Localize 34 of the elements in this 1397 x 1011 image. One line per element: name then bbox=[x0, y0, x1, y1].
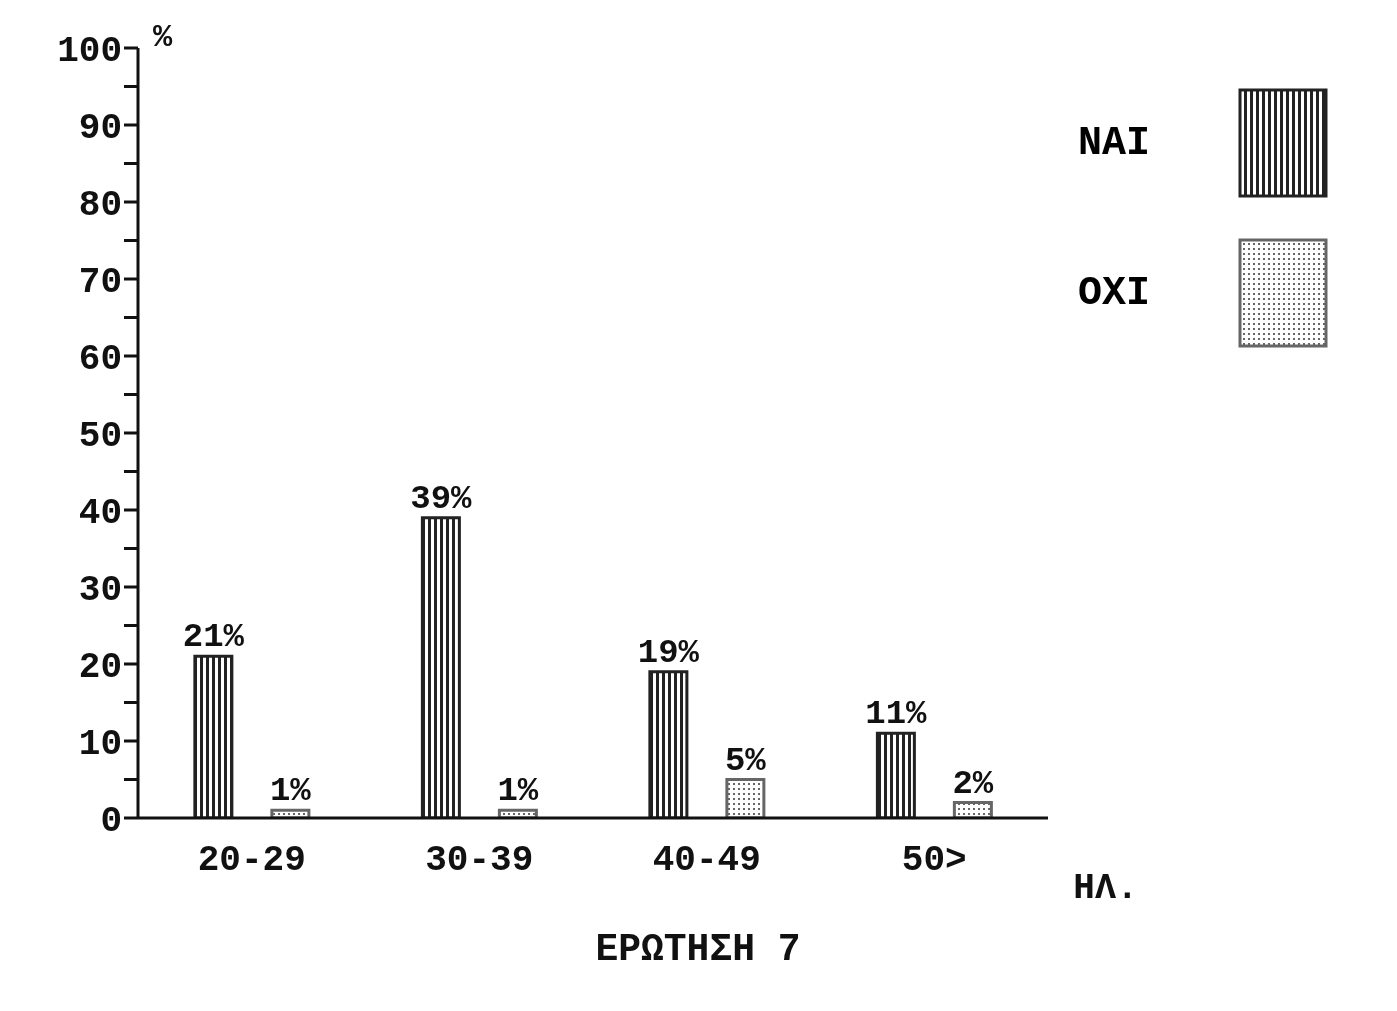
data-label: 1% bbox=[269, 772, 312, 811]
y-tick-label: 70 bbox=[78, 261, 122, 303]
y-tick-label: 50 bbox=[78, 415, 122, 457]
y-tick-label: 90 bbox=[78, 107, 122, 149]
text: ΝΑΙ bbox=[1078, 120, 1151, 166]
bar bbox=[193, 654, 234, 818]
bar bbox=[648, 670, 689, 818]
y-tick-label: 80 bbox=[78, 184, 122, 226]
x-tick-label: 40-49 bbox=[652, 839, 761, 881]
x-tick-label: 30-39 bbox=[425, 839, 534, 881]
y-tick-label: 60 bbox=[78, 338, 122, 380]
bar bbox=[952, 801, 993, 818]
data-label: 19% bbox=[637, 633, 700, 672]
y-tick-label: 0 bbox=[100, 800, 122, 842]
text: ΕΡΩΤΗΣΗ 7 bbox=[594, 928, 802, 971]
y-tick-label: 20 bbox=[78, 646, 122, 688]
y-tick-label: 10 bbox=[78, 723, 122, 765]
bar bbox=[875, 731, 916, 818]
x-tick-label: 50> bbox=[901, 839, 967, 881]
y-tick-label: 100 bbox=[57, 30, 122, 72]
data-label: 1% bbox=[497, 772, 539, 811]
x-tick-label: 20-29 bbox=[197, 839, 306, 881]
data-label: 2% bbox=[952, 764, 994, 803]
data-label: 5% bbox=[724, 741, 767, 780]
bar bbox=[420, 516, 461, 818]
x-axis-title: ΗΛ. bbox=[1073, 868, 1138, 909]
y-axis-title: % bbox=[153, 18, 173, 56]
bar bbox=[725, 778, 766, 818]
y-tick-label: 30 bbox=[78, 569, 122, 611]
y-tick-label: 40 bbox=[78, 492, 122, 534]
text: ΟΧΙ bbox=[1078, 270, 1151, 316]
data-label: 21% bbox=[182, 618, 245, 657]
data-label: 39% bbox=[410, 479, 473, 518]
data-label: 11% bbox=[865, 695, 928, 734]
